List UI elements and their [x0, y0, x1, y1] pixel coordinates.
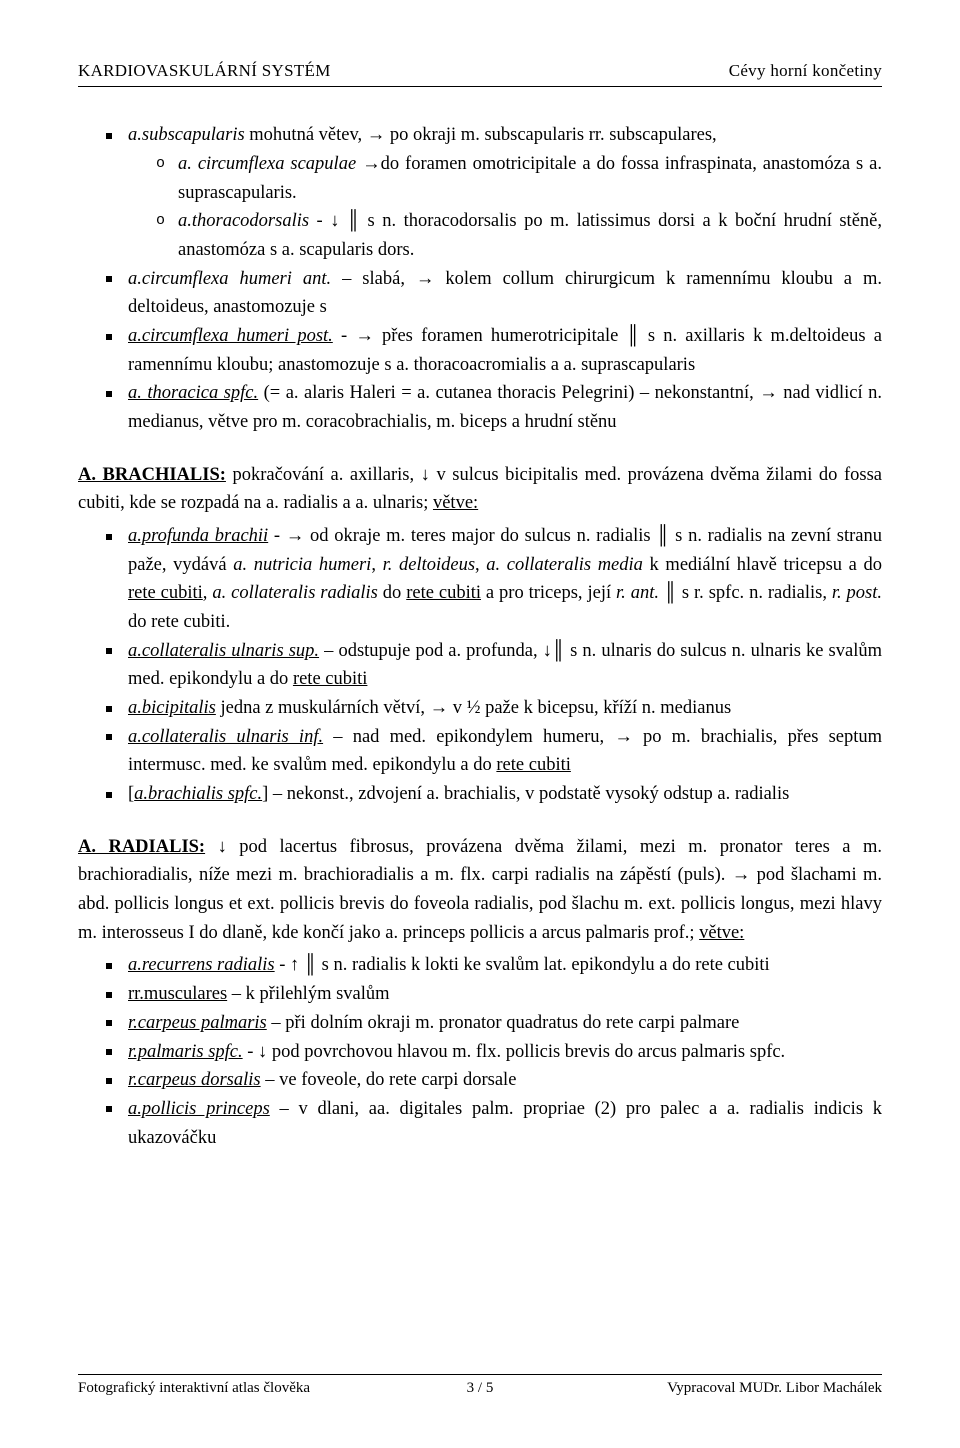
term: a.profunda brachii: [128, 526, 268, 546]
term: a.pollicis princeps: [128, 1099, 270, 1119]
section-radialis-head: A. RADIALIS: ↓ pod lacertus fibrosus, pr…: [78, 833, 882, 948]
text: – ve foveole, do rete carpi dorsale: [261, 1070, 517, 1090]
term: a.collateralis ulnaris inf.: [128, 727, 323, 747]
text: ║ s r. spfc. n. radialis,: [659, 583, 832, 603]
list-item: a.thoracodorsalis - ↓ ║ s n. thoracodors…: [156, 207, 882, 264]
text: - ↑ ║ s n. radialis k lokti ke svalům la…: [275, 955, 770, 975]
list-item: a.circumflexa humeri post. - → přes fora…: [106, 322, 882, 379]
list-item: a.recurrens radialis - ↑ ║ s n. radialis…: [106, 951, 882, 980]
term: r.palmaris spfc.: [128, 1042, 243, 1062]
term: r. ant.: [616, 583, 659, 603]
header-left: KARDIOVASKULÁRNÍ SYSTÉM: [78, 58, 331, 84]
text: do: [378, 583, 406, 603]
list-item: a.subscapularis mohutná větev, → po okra…: [106, 121, 882, 264]
text: jedna z muskulárních větví, → v ½ paže k…: [216, 698, 731, 718]
heading: A. BRACHIALIS:: [78, 465, 226, 485]
text-underline: větve:: [699, 923, 744, 943]
text: k mediální hlavě tricepsu a do: [643, 555, 882, 575]
term: r. post.: [832, 583, 882, 603]
term: a.circumflexa humeri ant.: [128, 269, 331, 289]
list-item: r.carpeus palmaris – při dolním okraji m…: [106, 1009, 882, 1038]
term: a.brachialis spfc.: [134, 784, 262, 804]
term: a. thoracica spfc.: [128, 383, 258, 403]
text-underline: rete cubiti: [496, 755, 570, 775]
page: KARDIOVASKULÁRNÍ SYSTÉM Cévy horní konče…: [0, 0, 960, 1448]
text: ] – nekonst., zdvojení a. brachialis, v …: [262, 784, 789, 804]
term: rr.musculares: [128, 984, 227, 1004]
list-item: [a.brachialis spfc.] – nekonst., zdvojen…: [106, 780, 882, 809]
list-item: a. thoracica spfc. (= a. alaris Haleri =…: [106, 379, 882, 436]
section-brachialis-head: A. BRACHIALIS: pokračování a. axillaris,…: [78, 461, 882, 518]
list-item: r.palmaris spfc. - ↓ pod povrchovou hlav…: [106, 1038, 882, 1067]
term: r.carpeus palmaris: [128, 1013, 267, 1033]
list-main-1: a.subscapularis mohutná větev, → po okra…: [78, 121, 882, 436]
list-brachialis: a.profunda brachii - → od okraje m. tere…: [78, 522, 882, 809]
list-item: a.bicipitalis jedna z muskulárních větví…: [106, 694, 882, 723]
text: a pro triceps, její: [481, 583, 616, 603]
list-item: a.collateralis ulnaris inf. – nad med. e…: [106, 723, 882, 780]
page-footer: Fotografický interaktivní atlas člověka …: [78, 1374, 882, 1400]
footer-right: Vypracoval MUDr. Libor Machálek: [667, 1377, 882, 1400]
header-right: Cévy horní končetiny: [729, 58, 882, 84]
text: – při dolním okraji m. pronator quadratu…: [267, 1013, 740, 1033]
term: a.subscapularis: [128, 125, 245, 145]
text-underline: rete cubiti: [406, 583, 481, 603]
term: a.recurrens radialis: [128, 955, 275, 975]
term: a. circumflexa scapulae: [178, 154, 356, 174]
text-underline: větve:: [433, 493, 478, 513]
term: a. collateralis radialis: [212, 583, 378, 603]
term: a. nutricia humeri: [233, 555, 371, 575]
term: a.thoracodorsalis: [178, 211, 309, 231]
text: ,: [475, 555, 486, 575]
sublist: a. circumflexa scapulae →do foramen omot…: [128, 150, 882, 265]
list-item: r.carpeus dorsalis – ve foveole, do rete…: [106, 1066, 882, 1095]
text: do rete cubiti.: [128, 612, 230, 632]
text: ,: [203, 583, 213, 603]
term: a. collateralis media: [486, 555, 643, 575]
term: a.circumflexa humeri post.: [128, 326, 333, 346]
text: - ↓ pod povrchovou hlavou m. flx. pollic…: [243, 1042, 786, 1062]
page-header: KARDIOVASKULÁRNÍ SYSTÉM Cévy horní konče…: [78, 58, 882, 87]
text: mohutná větev, → po okraji m. subscapula…: [245, 125, 717, 145]
text: ,: [371, 555, 382, 575]
list-item: rr.musculares – k přilehlým svalům: [106, 980, 882, 1009]
term: r. deltoideus: [383, 555, 475, 575]
list-item: a. circumflexa scapulae →do foramen omot…: [156, 150, 882, 207]
term: a.collateralis ulnaris sup.: [128, 641, 319, 661]
text: – k přilehlým svalům: [227, 984, 389, 1004]
list-item: a.profunda brachii - → od okraje m. tere…: [106, 522, 882, 637]
list-item: a.collateralis ulnaris sup. – odstupuje …: [106, 637, 882, 694]
text-underline: rete cubiti: [293, 669, 367, 689]
term: a.bicipitalis: [128, 698, 216, 718]
heading: A. RADIALIS:: [78, 837, 205, 857]
list-item: a.pollicis princeps – v dlani, aa. digit…: [106, 1095, 882, 1152]
text-underline: rete cubiti: [128, 583, 203, 603]
term: r.carpeus dorsalis: [128, 1070, 261, 1090]
list-item: a.circumflexa humeri ant. – slabá, → kol…: [106, 265, 882, 322]
list-radialis: a.recurrens radialis - ↑ ║ s n. radialis…: [78, 951, 882, 1152]
